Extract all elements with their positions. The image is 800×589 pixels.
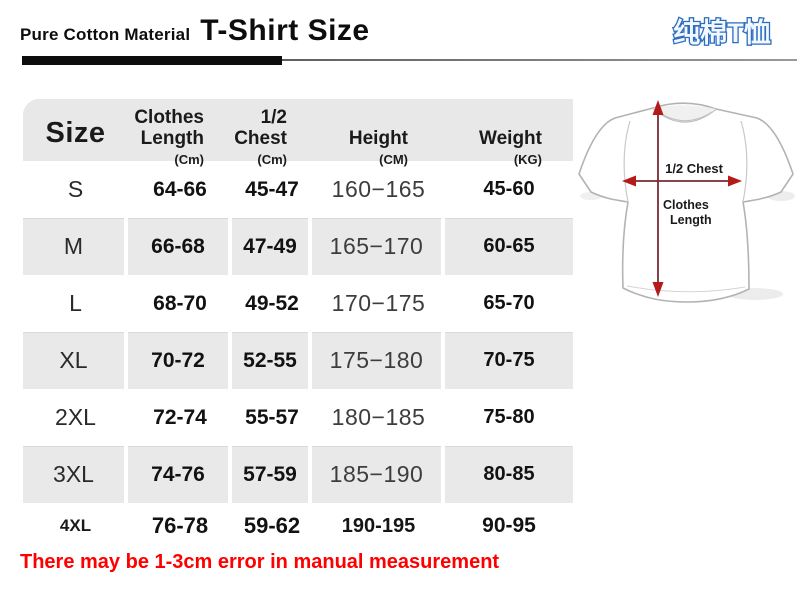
height-cell: 180−185: [331, 404, 426, 430]
column-header-half-chest-unit: (Cm): [257, 152, 287, 167]
column-header-weight-unit: (KG): [513, 152, 542, 167]
table-row-l: L 68-70 49-52 170−175 65-70: [23, 275, 573, 332]
clothes-length-cell: 74-76: [128, 446, 232, 503]
size-cell: L: [69, 290, 82, 316]
divider-line: [22, 59, 797, 61]
half-chest-label: 1/2 Chest: [665, 161, 723, 176]
clothes-length-cell: 76-78: [151, 513, 209, 538]
column-header-clothes-length-line2: Length: [140, 128, 204, 150]
half-chest-cell: 57-59: [232, 446, 312, 503]
half-chest-cell: 59-62: [243, 513, 301, 538]
tshirt-armhole-left: [623, 120, 631, 203]
column-header-half-chest-line2: Chest: [234, 128, 287, 150]
size-table: Size Clothes Length (Cm) 1/2 Chest (Cm) …: [23, 99, 573, 549]
half-chest-cell: 52-55: [232, 332, 312, 389]
column-header-height-line1: Height: [348, 128, 408, 150]
half-chest-cell: 47-49: [232, 218, 312, 275]
column-header-clothes-length: Clothes Length (Cm): [128, 99, 232, 167]
height-cell: 170−175: [331, 290, 426, 316]
clothes-length-arrow-head-top: [652, 100, 664, 115]
table-header: Size Clothes Length (Cm) 1/2 Chest (Cm) …: [23, 99, 573, 167]
column-header-clothes-length-unit: (Cm): [174, 152, 204, 167]
divider-bar: [22, 56, 282, 65]
page-title: T-Shirt Size: [200, 14, 370, 47]
column-header-height-unit: (CM): [379, 152, 408, 167]
half-chest-cell: 45-47: [245, 177, 299, 201]
column-header-clothes-length-line1: Clothes: [134, 107, 204, 129]
height-cell: 185−190: [312, 446, 445, 503]
size-cell: 4XL: [59, 516, 92, 535]
clothes-length-arrow-head-bottom: [652, 282, 664, 297]
clothes-length-cell: 68-70: [153, 291, 207, 315]
size-cell: M: [23, 218, 128, 275]
table-row-s: S 64-66 45-47 160−165 45-60: [23, 161, 573, 218]
half-chest-arrow-head-left: [622, 175, 636, 187]
table-row-4xl: 4XL 76-78 59-62 190-195 90-95: [23, 503, 573, 549]
size-cell: 3XL: [23, 446, 128, 503]
weight-cell: 60-65: [445, 218, 573, 275]
column-header-half-chest-line1: 1/2: [260, 107, 287, 129]
cotton-tshirt-badge-text: 纯棉T恤: [673, 17, 771, 48]
tshirt-armhole-right: [740, 120, 748, 203]
clothes-length-label-line2: Length: [670, 213, 712, 227]
weight-cell: 45-60: [483, 178, 535, 200]
size-cell: S: [67, 176, 84, 202]
tshirt-outline: [578, 107, 794, 303]
cotton-tshirt-badge: 纯棉T恤: [672, 16, 772, 50]
clothes-length-cell: 70-72: [128, 332, 232, 389]
column-header-weight-line1: Weight: [479, 128, 542, 150]
weight-cell: 75-80: [483, 406, 535, 428]
half-chest-cell: 49-52: [245, 291, 299, 315]
half-chest-cell: 55-57: [245, 405, 299, 429]
tshirt-diagram: 1/2 Chest Clothes Length: [578, 100, 795, 303]
table-row-xl: XL 70-72 52-55 175−180 70-75: [23, 332, 573, 389]
clothes-length-label-line1: Clothes: [663, 198, 709, 212]
weight-cell: 70-75: [445, 332, 573, 389]
table-row-m: M 66-68 47-49 165−170 60-65: [23, 218, 573, 275]
height-cell: 190-195: [341, 514, 416, 537]
clothes-length-cell: 66-68: [128, 218, 232, 275]
tshirt-hem-seam: [626, 285, 746, 293]
weight-cell: 90-95: [482, 514, 536, 537]
material-subtitle: Pure Cotton Material: [20, 25, 191, 44]
height-cell: 165−170: [312, 218, 445, 275]
column-header-weight: Weight (KG): [445, 99, 573, 167]
height-cell: 160−165: [331, 176, 426, 202]
clothes-length-cell: 64-66: [153, 177, 207, 201]
measurement-error-note: There may be 1-3cm error in manual measu…: [20, 551, 500, 573]
half-chest-arrow-head-right: [728, 175, 742, 187]
column-header-size: Size: [45, 116, 106, 149]
size-cell: XL: [23, 332, 128, 389]
column-header-half-chest: 1/2 Chest (Cm): [232, 99, 312, 167]
page-title-row: Pure Cotton Material T-Shirt Size: [20, 14, 370, 48]
clothes-length-cell: 72-74: [153, 405, 207, 429]
size-cell: 2XL: [55, 404, 96, 430]
table-row-3xl: 3XL 74-76 57-59 185−190 80-85: [23, 446, 573, 503]
weight-cell: 80-85: [445, 446, 573, 503]
weight-cell: 65-70: [483, 292, 535, 314]
column-header-height: Height (CM): [312, 99, 445, 167]
height-cell: 175−180: [312, 332, 445, 389]
table-row-2xl: 2XL 72-74 55-57 180−185 75-80: [23, 389, 573, 446]
